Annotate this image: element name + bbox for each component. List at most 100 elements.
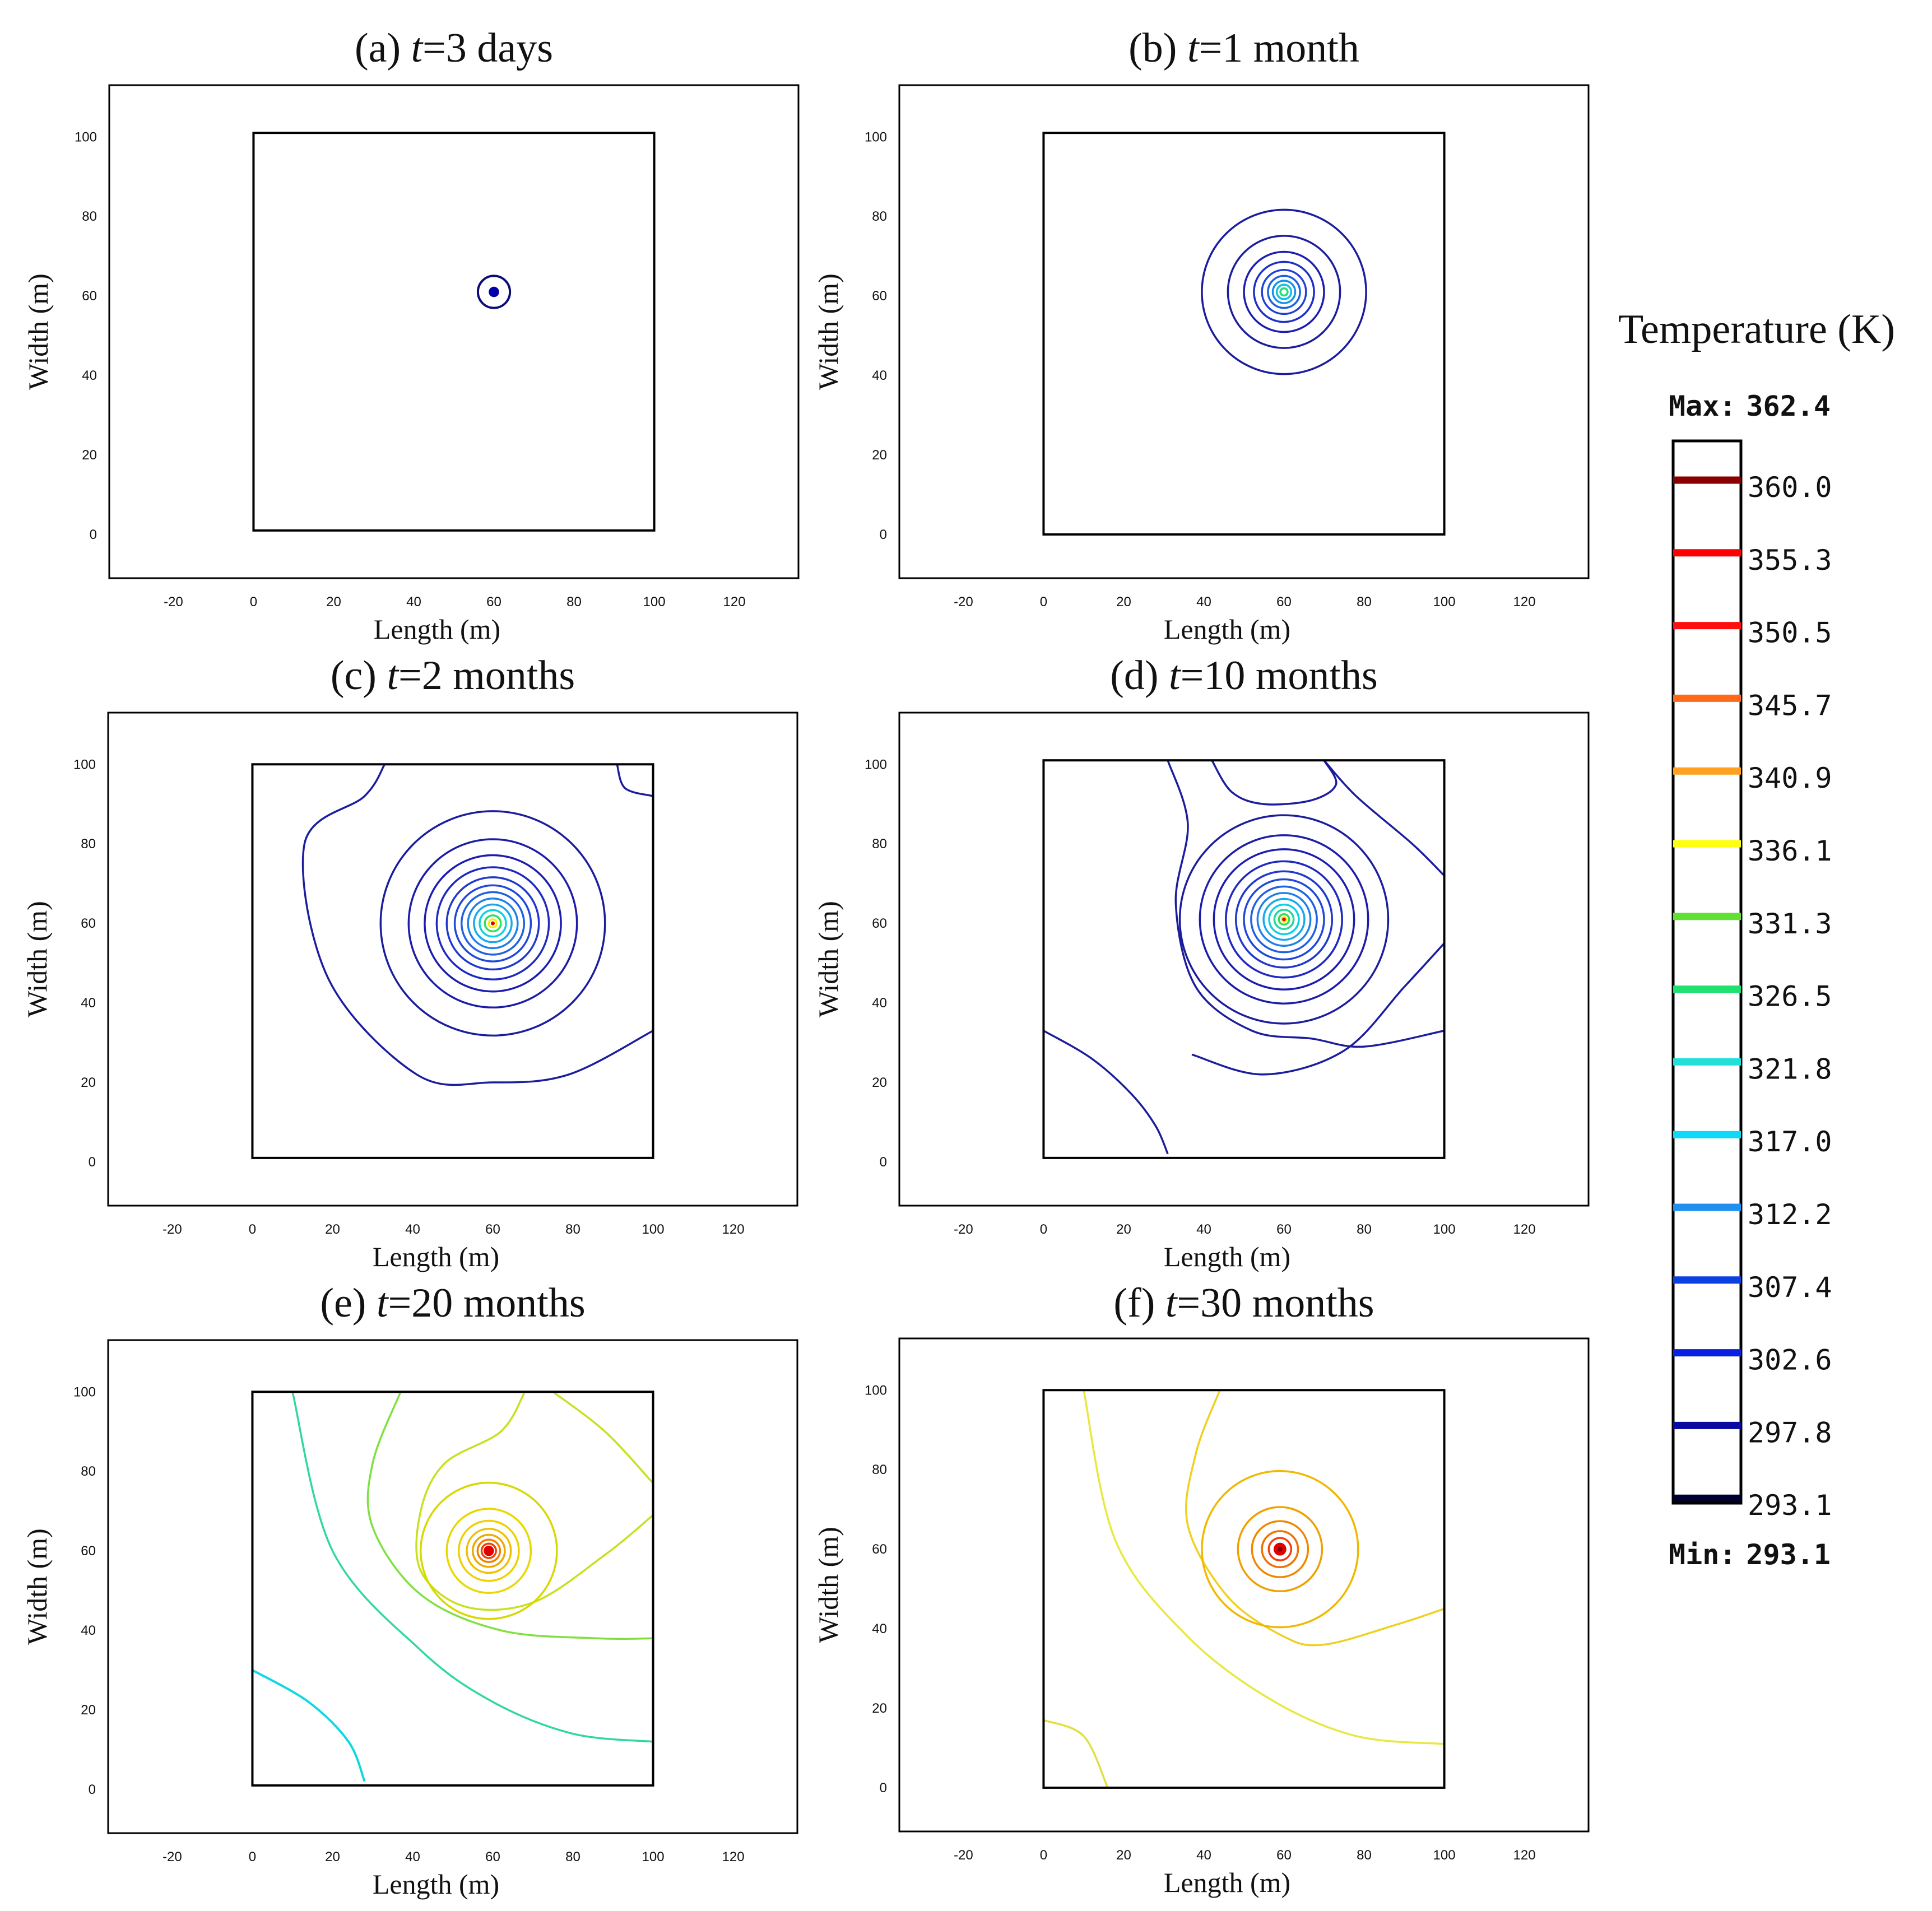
x-tick-label: 60 — [1276, 594, 1292, 610]
source-marker — [490, 921, 495, 926]
panel-label: (c) — [331, 653, 377, 699]
y-tick-label: 100 — [75, 129, 97, 145]
x-tick-label: 80 — [1357, 1848, 1372, 1863]
panel-time: =2 months — [398, 653, 575, 699]
panel-title: (e) t=20 months — [320, 1280, 585, 1326]
contour-circle — [479, 909, 507, 938]
axes-frame — [108, 84, 800, 579]
x-axis-label: Length (m) — [1164, 613, 1290, 645]
contour-circle — [1253, 261, 1315, 323]
x-tick-label: -20 — [162, 1222, 182, 1237]
colorbar-box — [1671, 439, 1743, 1505]
colorbar-min: Min: 293.1 — [1669, 1538, 1831, 1571]
axes-frame — [107, 712, 798, 1207]
y-tick-label: 0 — [89, 1782, 96, 1797]
contour-lines — [301, 764, 653, 1086]
colorbar-level-label: 302.6 — [1748, 1344, 1832, 1377]
colorbar-max: Max: 362.4 — [1669, 390, 1831, 422]
domain-boundary — [1042, 132, 1446, 536]
colorbar-min-value: 293.1 — [1746, 1538, 1831, 1571]
contour-circle — [445, 876, 540, 971]
x-tick-label: 0 — [249, 1849, 256, 1864]
x-tick-label: 40 — [405, 1849, 420, 1864]
y-tick-label: 0 — [89, 1155, 96, 1170]
x-tick-label: 0 — [250, 594, 257, 610]
x-tick-label: 0 — [1040, 594, 1047, 610]
y-tick-label: 0 — [90, 527, 97, 542]
x-tick-label: 100 — [642, 1222, 665, 1237]
contour-circle — [1243, 250, 1325, 333]
y-tick-label: 60 — [82, 289, 97, 304]
contour-circle — [1256, 892, 1312, 947]
contour-circle — [1267, 275, 1301, 309]
panel-c: (c) t=2 months -20 0 20 40 60 80 100 120 0 20 40 60 8… — [21, 653, 798, 1272]
contour-circle — [484, 914, 502, 933]
y-tick-label: 20 — [81, 1075, 96, 1090]
y-tick-label: 80 — [81, 836, 96, 852]
y-tick-label: 40 — [82, 368, 97, 383]
time-symbol: t — [387, 653, 400, 699]
contour-circle — [480, 1542, 497, 1559]
x-tick-label: 0 — [1040, 1848, 1047, 1863]
x-tick-label: 20 — [325, 1222, 340, 1237]
colorbar-level-label: 307.4 — [1748, 1271, 1832, 1304]
panel-time: =10 months — [1181, 653, 1378, 699]
y-tick-label: 40 — [872, 996, 887, 1011]
x-tick-label: -20 — [954, 594, 973, 610]
contour-circle — [1237, 1506, 1323, 1592]
contour-circle — [1261, 1530, 1299, 1569]
panel-f: (f) t=30 months -20 0 20 40 60 80 100 120 0 20 40 60… — [812, 1280, 1590, 1898]
colorbar-level-label: 321.8 — [1748, 1053, 1832, 1085]
x-tick-label: 100 — [1433, 1848, 1456, 1863]
contour-circle — [466, 1528, 512, 1574]
contour-circle — [1201, 1470, 1359, 1629]
colorbar-level-label: 350.5 — [1748, 617, 1832, 649]
y-tick-label: 100 — [865, 129, 887, 145]
contour-lines — [1201, 208, 1367, 375]
contour-circle — [1261, 268, 1307, 315]
colorbar-level-label: 345.7 — [1748, 689, 1832, 722]
colorbar-level-label: 326.5 — [1748, 980, 1832, 1013]
panel-d: (d) t=10 months -20 0 20 40 60 80 100 120 0 20 40 60… — [812, 653, 1590, 1272]
y-tick-label: 60 — [81, 916, 96, 931]
panel-time: =1 month — [1199, 25, 1359, 71]
y-tick-label: 60 — [872, 916, 887, 931]
contour-circle — [1213, 848, 1355, 991]
panel-label: (a) — [355, 25, 401, 71]
contour-line — [291, 1392, 653, 1743]
source-marker — [484, 1545, 494, 1556]
contour-circle — [467, 898, 519, 950]
contour-circle — [472, 1533, 506, 1568]
x-tick-label: 100 — [1433, 1222, 1456, 1237]
colorbar-level-label: 360.0 — [1748, 471, 1832, 504]
contour-circle — [1227, 235, 1341, 349]
colorbar-max-label: Max: — [1669, 390, 1736, 422]
contour-circle — [1225, 860, 1343, 979]
contour-line — [1043, 1030, 1169, 1155]
y-axis-label: Width (m) — [812, 273, 844, 390]
x-tick-label: 40 — [406, 594, 421, 610]
panel-label: (f) — [1113, 1280, 1155, 1326]
x-tick-label: 120 — [1513, 1848, 1536, 1863]
y-tick-label: 80 — [872, 1462, 887, 1477]
x-tick-label: 60 — [1276, 1848, 1292, 1863]
x-tick-label: 60 — [485, 1222, 500, 1237]
contour-line — [1211, 760, 1337, 806]
y-tick-label: 0 — [880, 1780, 887, 1796]
contour-line — [252, 1669, 366, 1782]
x-tick-label: 120 — [723, 594, 746, 610]
time-symbol: t — [377, 1280, 389, 1326]
contour-line — [1323, 760, 1445, 877]
x-tick-label: 40 — [405, 1222, 420, 1237]
time-symbol: t — [411, 25, 424, 71]
x-tick-label: 100 — [642, 1849, 665, 1864]
contour-circle — [1199, 834, 1369, 1005]
contour-circle — [457, 1519, 520, 1582]
panel-title: (c) t=2 months — [331, 653, 575, 699]
panel-label: (b) — [1128, 25, 1177, 71]
x-tick-label: 120 — [722, 1849, 745, 1864]
contour-line — [415, 1392, 653, 1611]
domain-boundary — [1042, 759, 1446, 1159]
contour-circle — [1250, 885, 1318, 954]
y-tick-label: 100 — [865, 1383, 887, 1398]
